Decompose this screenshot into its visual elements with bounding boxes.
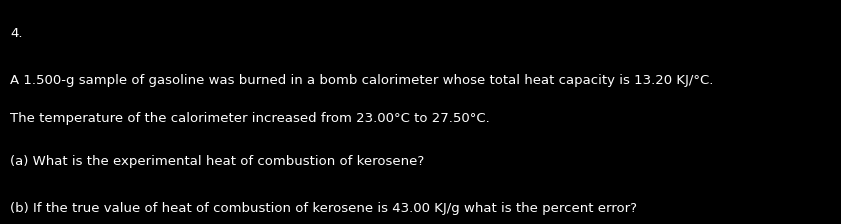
Text: (a) What is the experimental heat of combustion of kerosene?: (a) What is the experimental heat of com… [10, 155, 425, 168]
Text: 4.: 4. [10, 27, 23, 40]
Text: The temperature of the calorimeter increased from 23.00°C to 27.50°C.: The temperature of the calorimeter incre… [10, 112, 489, 125]
Text: A 1.500-g sample of gasoline was burned in a bomb calorimeter whose total heat c: A 1.500-g sample of gasoline was burned … [10, 74, 713, 87]
Text: (b) If the true value of heat of combustion of kerosene is 43.00 KJ/g what is th: (b) If the true value of heat of combust… [10, 202, 637, 215]
